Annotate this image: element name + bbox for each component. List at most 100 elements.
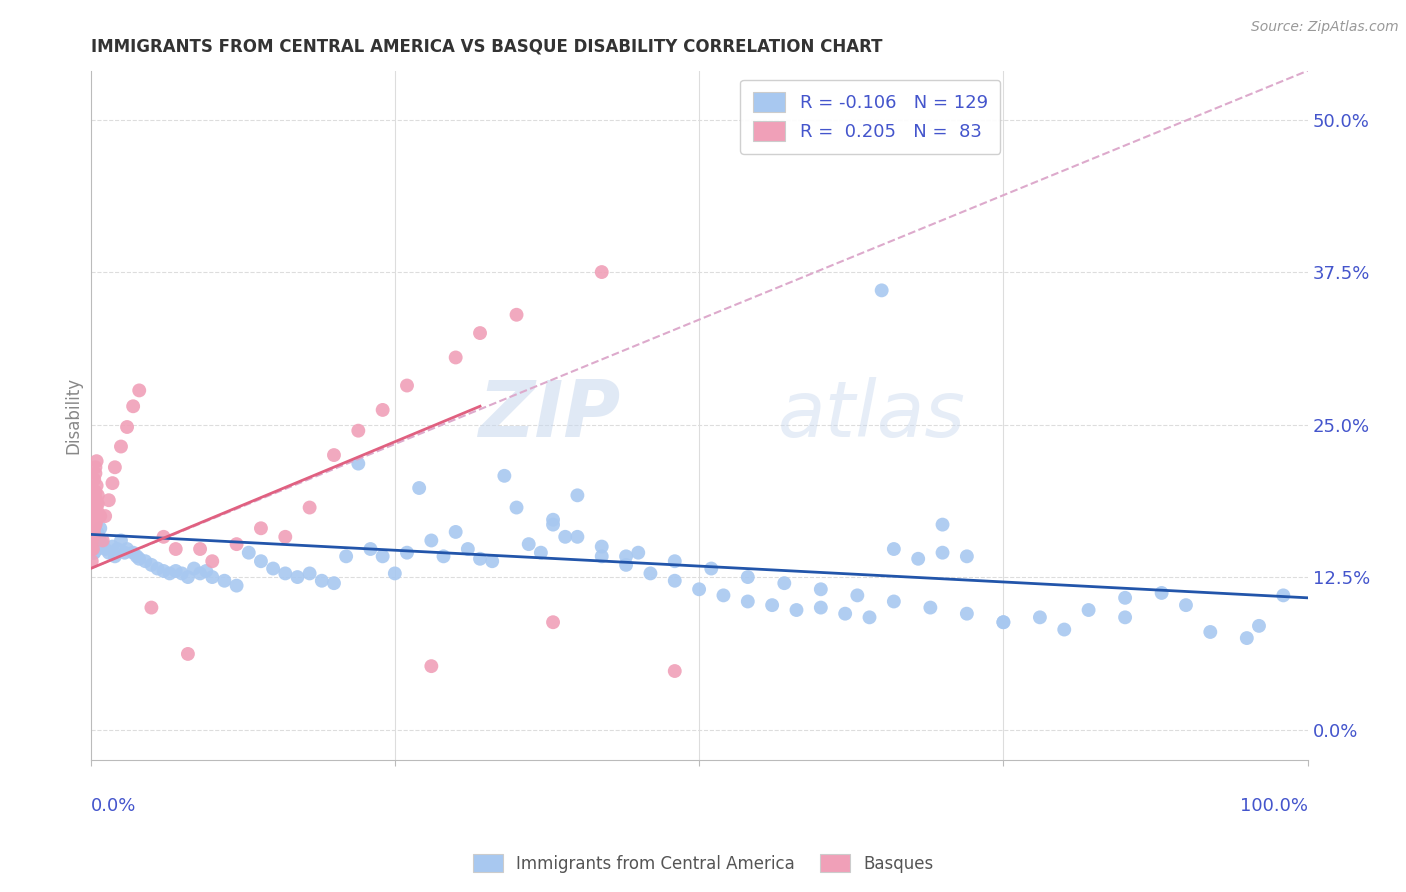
Point <box>84 467 107 481</box>
Point <box>1150 586 1173 600</box>
Point <box>931 546 953 560</box>
Point <box>664 664 686 678</box>
Point <box>87 505 110 519</box>
Point <box>713 588 735 602</box>
Point <box>188 541 211 556</box>
Point <box>541 517 564 532</box>
Text: Source: ZipAtlas.com: Source: ZipAtlas.com <box>1251 20 1399 34</box>
Point <box>141 558 163 572</box>
Point <box>82 493 104 508</box>
Point <box>956 607 979 621</box>
Point <box>82 517 104 532</box>
Point <box>993 615 1015 630</box>
Point <box>541 615 564 630</box>
Point <box>97 493 120 508</box>
Point <box>165 541 187 556</box>
Point <box>82 505 104 519</box>
Point <box>591 265 613 279</box>
Point <box>86 541 108 556</box>
Point <box>420 659 443 673</box>
Point <box>84 484 107 499</box>
Point <box>298 566 321 581</box>
Point <box>105 541 128 556</box>
Text: 0.0%: 0.0% <box>90 797 136 814</box>
Point <box>80 513 103 527</box>
Point <box>214 574 236 588</box>
Text: atlas: atlas <box>779 377 966 453</box>
Point <box>1174 598 1197 612</box>
Point <box>82 484 104 499</box>
Point <box>84 491 107 505</box>
Point <box>83 497 105 511</box>
Point <box>82 515 104 529</box>
Point <box>84 517 107 532</box>
Point <box>591 540 613 554</box>
Point <box>238 546 260 560</box>
Point <box>87 533 110 548</box>
Point <box>141 600 163 615</box>
Point <box>82 541 104 556</box>
Point <box>83 521 105 535</box>
Point <box>956 549 979 564</box>
Point <box>201 554 224 568</box>
Point <box>87 533 110 548</box>
Point <box>82 540 104 554</box>
Point <box>420 533 443 548</box>
Point <box>80 554 103 568</box>
Point <box>86 454 108 468</box>
Point <box>335 549 357 564</box>
Point <box>84 537 107 551</box>
Point <box>360 541 382 556</box>
Point <box>664 574 686 588</box>
Point <box>84 527 107 541</box>
Point <box>188 566 211 581</box>
Point <box>82 533 104 548</box>
Point <box>907 551 929 566</box>
Point <box>688 582 710 597</box>
Point <box>274 566 297 581</box>
Point <box>83 484 105 499</box>
Point <box>627 546 650 560</box>
Point <box>87 530 110 544</box>
Point <box>83 527 105 541</box>
Point <box>614 558 637 572</box>
Point <box>82 530 104 544</box>
Point <box>82 540 104 554</box>
Point <box>86 513 108 527</box>
Point <box>225 537 247 551</box>
Point <box>82 521 104 535</box>
Point <box>83 497 105 511</box>
Point <box>82 517 104 532</box>
Point <box>785 603 807 617</box>
Point <box>274 530 297 544</box>
Point <box>931 517 953 532</box>
Point <box>128 551 150 566</box>
Point <box>128 384 150 398</box>
Point <box>177 647 200 661</box>
Point <box>870 284 893 298</box>
Point <box>110 440 132 454</box>
Point <box>115 541 138 556</box>
Point <box>115 420 138 434</box>
Point <box>134 554 156 568</box>
Point <box>159 566 181 581</box>
Point <box>122 546 145 560</box>
Point <box>83 513 105 527</box>
Point <box>97 546 120 560</box>
Point <box>920 600 942 615</box>
Point <box>83 541 105 556</box>
Point <box>82 546 104 560</box>
Point <box>371 403 394 417</box>
Point <box>737 570 759 584</box>
Point <box>91 533 114 548</box>
Point <box>468 326 491 340</box>
Legend: Immigrants from Central America, Basques: Immigrants from Central America, Basques <box>465 847 941 880</box>
Point <box>737 594 759 608</box>
Point <box>1053 623 1076 637</box>
Point <box>83 509 105 524</box>
Point <box>883 541 905 556</box>
Point <box>114 546 136 560</box>
Point <box>84 527 107 541</box>
Point <box>89 509 111 524</box>
Point <box>80 546 103 560</box>
